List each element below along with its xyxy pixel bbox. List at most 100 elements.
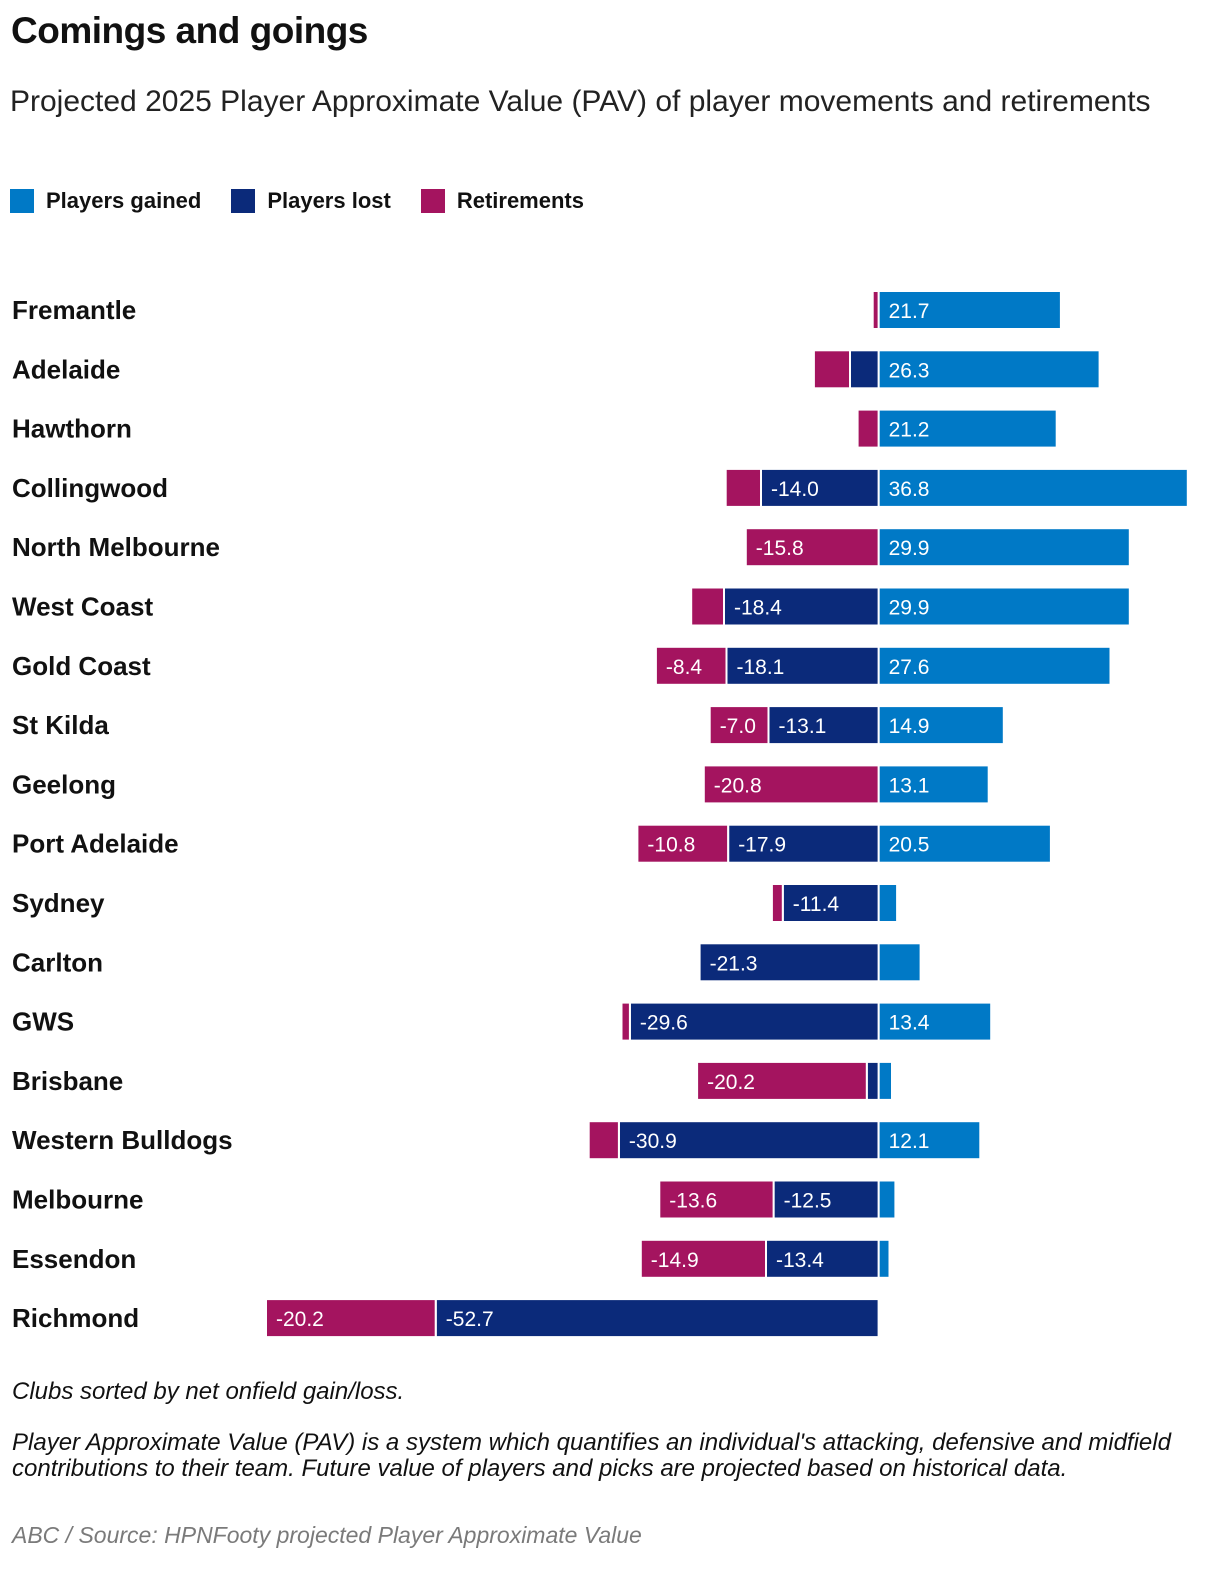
team-label-fremantle: Fremantle (12, 295, 136, 325)
bar-lost-gold-coast (725, 645, 880, 686)
legend-item-lost: Players lost (231, 188, 391, 214)
bar-label-gained-western-bulldogs: 12.1 (889, 1130, 930, 1153)
bar-label-gained-hawthorn: 21.2 (889, 419, 930, 442)
legend-label-retirements: Retirements (456, 188, 584, 213)
bar-label-gained-adelaide: 26.3 (889, 359, 930, 382)
team-label-essendon: Essendon (12, 1244, 136, 1274)
bar-lost-melbourne (772, 1179, 880, 1220)
legend: Players gained Players lost Retirements (10, 188, 614, 214)
bar-retirements-gws (620, 1001, 631, 1042)
bar-retirements-western-bulldogs (587, 1120, 620, 1161)
team-label-port-adelaide: Port Adelaide (12, 829, 179, 859)
bar-retirements-port-adelaide (636, 823, 730, 864)
bar-lost-adelaide (849, 349, 880, 390)
team-label-western-bulldogs: Western Bulldogs (12, 1125, 233, 1155)
bar-label-retirements-brisbane: -20.2 (707, 1071, 755, 1094)
bar-retirements-collingwood (724, 467, 763, 508)
bar-gained-collingwood (877, 467, 1189, 508)
bar-gained-st-kilda (877, 705, 1005, 746)
bar-label-gained-north-melbourne: 29.9 (889, 537, 930, 560)
bar-retirements-hawthorn (856, 408, 880, 449)
bar-label-lost-st-kilda: -13.1 (779, 715, 827, 738)
team-label-gold-coast: Gold Coast (12, 651, 151, 681)
bar-gained-adelaide (877, 349, 1101, 390)
bar-retirements-richmond (265, 1298, 437, 1339)
bar-gained-carlton (877, 942, 922, 983)
legend-item-retirements: Retirements (420, 188, 584, 214)
bar-lost-essendon (765, 1238, 880, 1279)
team-label-west-coast: West Coast (12, 592, 153, 622)
team-label-collingwood: Collingwood (12, 473, 168, 503)
bar-retirements-brisbane (696, 1060, 868, 1101)
team-label-richmond: Richmond (12, 1303, 139, 1333)
bar-label-lost-sydney: -11.4 (793, 893, 840, 916)
bar-label-retirements-geelong: -20.8 (714, 774, 762, 797)
pav-note: Player Approximate Value (PAV) is a syst… (12, 1429, 1171, 1482)
bar-gained-sydney (877, 883, 899, 923)
chart-title: Comings and goings (11, 10, 368, 51)
bar-label-gained-fremantle: 21.7 (889, 300, 930, 323)
bar-lost-brisbane (865, 1060, 880, 1101)
source-credit: ABC / Source: HPNFooty projected Player … (12, 1522, 642, 1548)
bar-label-lost-western-bulldogs: -30.9 (629, 1130, 677, 1153)
bar-lost-carlton (698, 942, 880, 983)
team-label-geelong: Geelong (12, 769, 116, 799)
team-label-north-melbourne: North Melbourne (12, 532, 220, 562)
bar-label-retirements-gold-coast: -8.4 (666, 656, 703, 679)
bar-gained-essendon (877, 1238, 891, 1279)
bar-gained-western-bulldogs (877, 1120, 982, 1161)
bar-gained-gws (877, 1001, 993, 1042)
team-label-carlton: Carlton (12, 947, 103, 977)
bar-label-gained-collingwood: 36.8 (889, 478, 930, 501)
bar-label-lost-west-coast: -18.4 (734, 597, 782, 620)
bar-label-lost-carlton: -21.3 (710, 952, 758, 975)
bar-lost-st-kilda (767, 705, 880, 746)
bar-gained-brisbane (877, 1060, 893, 1101)
bar-retirements-melbourne (658, 1179, 775, 1220)
bar-retirements-north-melbourne (744, 527, 880, 568)
bar-label-retirements-essendon: -14.9 (651, 1249, 699, 1272)
bar-retirements-sydney (770, 883, 784, 923)
bar-label-lost-port-adelaide: -17.9 (738, 834, 786, 857)
team-label-gws: GWS (12, 1007, 74, 1037)
team-label-hawthorn: Hawthorn (12, 414, 132, 444)
team-label-melbourne: Melbourne (12, 1185, 143, 1215)
bar-retirements-west-coast (690, 586, 726, 627)
bar-retirements-fremantle (871, 290, 880, 330)
bar-lost-port-adelaide (727, 823, 880, 864)
legend-label-lost: Players lost (267, 188, 391, 213)
bar-label-lost-gold-coast: -18.1 (737, 656, 785, 679)
sort-note: Clubs sorted by net onfield gain/loss. (12, 1378, 405, 1405)
bar-lost-richmond (434, 1298, 880, 1339)
bar-retirements-st-kilda (708, 705, 770, 746)
bar-label-retirements-north-melbourne: -15.8 (756, 537, 804, 560)
bar-label-gained-west-coast: 29.9 (889, 597, 930, 620)
bar-label-lost-melbourne: -12.5 (784, 1190, 832, 1213)
bar-label-gained-gws: 13.4 (889, 1012, 930, 1035)
bar-label-gained-st-kilda: 14.9 (889, 715, 930, 738)
bar-retirements-gold-coast (654, 645, 728, 686)
legend-swatch-gained (10, 189, 34, 213)
bar-label-lost-gws: -29.6 (640, 1012, 688, 1035)
bar-gained-hawthorn (877, 408, 1058, 449)
bar-label-retirements-port-adelaide: -10.8 (647, 834, 695, 857)
team-label-adelaide: Adelaide (12, 354, 120, 384)
bar-chart: Fremantle 21.7 Adelaide 26.3 Hawthorn 21.2 Col… (12, 290, 1189, 1339)
bar-label-lost-richmond: -52.7 (446, 1308, 494, 1331)
legend-label-gained: Players gained (46, 188, 202, 213)
bar-label-retirements-st-kilda: -7.0 (720, 715, 756, 738)
bar-gained-melbourne (877, 1179, 897, 1220)
legend-item-gained: Players gained (10, 188, 201, 214)
bar-label-retirements-melbourne: -13.6 (669, 1190, 717, 1213)
bar-lost-collingwood (760, 467, 880, 508)
team-label-brisbane: Brisbane (12, 1066, 123, 1096)
bar-retirements-geelong (702, 764, 880, 805)
legend-swatch-lost (231, 189, 256, 213)
bar-label-lost-essendon: -13.4 (776, 1249, 824, 1272)
bar-label-lost-collingwood: -14.0 (771, 478, 819, 501)
team-label-sydney: Sydney (12, 888, 105, 918)
bar-label-gained-port-adelaide: 20.5 (889, 834, 930, 857)
bar-label-gained-geelong: 13.1 (889, 774, 930, 797)
chart-subtitle: Projected 2025 Player Approximate Value … (10, 85, 1151, 118)
bar-label-gained-gold-coast: 27.6 (889, 656, 930, 679)
